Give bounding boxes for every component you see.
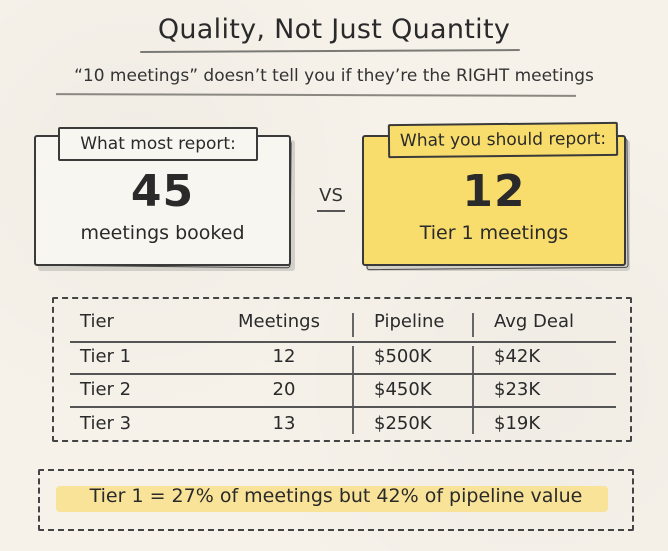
vs-label: VS xyxy=(319,185,343,206)
callout-highlight xyxy=(56,486,608,512)
table-cell: 12 xyxy=(272,346,296,367)
table-header-cell: Meetings xyxy=(238,311,320,332)
table-header-cell: Tier xyxy=(80,311,114,332)
most-report-tag: What most report: xyxy=(58,127,258,161)
table-cell: 20 xyxy=(272,379,296,400)
most-report-label: meetings booked xyxy=(80,222,245,244)
row-line xyxy=(70,373,616,375)
table-cell: $19K xyxy=(494,413,541,434)
table-header-cell: Avg Deal xyxy=(494,311,575,332)
vs-underline xyxy=(317,210,345,212)
callout-box xyxy=(38,469,634,531)
table-cell: $42K xyxy=(494,346,541,367)
header-divider xyxy=(472,313,474,337)
should-report-tag: What you should report: xyxy=(387,121,619,159)
table-cell: $250K xyxy=(374,413,432,434)
header-divider xyxy=(352,313,354,337)
column-divider xyxy=(472,346,474,434)
callout-text: Tier 1 = 27% of meetings but 42% of pipe… xyxy=(89,485,583,507)
column-divider xyxy=(352,346,354,434)
table-cell: $500K xyxy=(374,346,432,367)
row-line xyxy=(70,406,616,408)
header-row-line xyxy=(70,341,616,343)
should-report-label: Tier 1 meetings xyxy=(419,222,569,244)
tier-table xyxy=(52,297,632,442)
table-cell: $23K xyxy=(494,379,541,400)
table-cell: Tier 2 xyxy=(80,379,132,400)
table-cell: Tier 3 xyxy=(80,413,132,434)
should-report-value: 12 xyxy=(462,166,526,217)
page-subtitle: “10 meetings” doesn’t tell you if they’r… xyxy=(74,66,594,86)
table-header-cell: Pipeline xyxy=(374,311,445,332)
table-cell: $450K xyxy=(374,379,432,400)
table-cell: Tier 1 xyxy=(80,346,132,367)
table-cell: 13 xyxy=(272,413,296,434)
page-title: Quality, Not Just Quantity xyxy=(157,14,511,45)
most-report-value: 45 xyxy=(130,166,195,217)
